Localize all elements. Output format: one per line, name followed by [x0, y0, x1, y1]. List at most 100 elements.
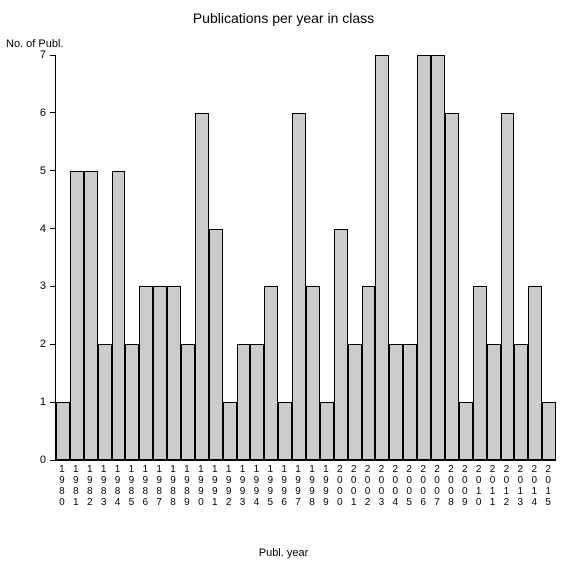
bar — [223, 402, 237, 460]
y-tick — [50, 344, 56, 345]
bar-slot — [223, 55, 237, 460]
x-tick-label: 1999 — [319, 462, 333, 508]
bar-slot — [362, 55, 376, 460]
x-tick-label: 1995 — [263, 462, 277, 508]
x-tick-label: 2010 — [472, 462, 486, 508]
bar — [237, 344, 251, 460]
x-tick-label: 1998 — [305, 462, 319, 508]
x-tick-label: 1992 — [222, 462, 236, 508]
x-tick-label: 2014 — [527, 462, 541, 508]
bar — [528, 286, 542, 460]
bar — [473, 286, 487, 460]
x-tick-label: 2000 — [333, 462, 347, 508]
x-tick-label: 2003 — [374, 462, 388, 508]
chart-container: Publications per year in class No. of Pu… — [0, 0, 567, 567]
y-tick — [50, 228, 56, 229]
bar — [181, 344, 195, 460]
bar — [334, 229, 348, 460]
x-tick-labels: 1980198119821983198419851986198719881989… — [55, 462, 555, 508]
y-tick-label: 5 — [40, 165, 46, 177]
x-tick-label: 2011 — [486, 462, 500, 508]
x-tick-label: 2015 — [541, 462, 555, 508]
y-axis-label: No. of Publ. — [6, 38, 63, 50]
x-tick-label: 2009 — [458, 462, 472, 508]
x-tick-label: 1982 — [83, 462, 97, 508]
x-tick-label: 2012 — [500, 462, 514, 508]
y-tick-label: 4 — [40, 223, 46, 235]
bar-slot — [320, 55, 334, 460]
chart-title: Publications per year in class — [0, 10, 567, 26]
y-tick-label: 1 — [40, 396, 46, 408]
plot-area: 01234567 — [55, 55, 556, 461]
bar-slot — [56, 55, 70, 460]
x-tick-label: 2004 — [388, 462, 402, 508]
bar-slot — [209, 55, 223, 460]
bar — [306, 286, 320, 460]
bar-slot — [501, 55, 515, 460]
bar-slot — [389, 55, 403, 460]
bar — [209, 229, 223, 460]
bar — [125, 344, 139, 460]
bar-slot — [250, 55, 264, 460]
bar-slot — [292, 55, 306, 460]
bar-slot — [528, 55, 542, 460]
bar — [264, 286, 278, 460]
y-tick-label: 0 — [40, 454, 46, 466]
y-tick-label: 3 — [40, 280, 46, 292]
bar-slot — [167, 55, 181, 460]
bar — [403, 344, 417, 460]
bar — [98, 344, 112, 460]
y-tick — [50, 286, 56, 287]
y-tick — [50, 112, 56, 113]
bar — [348, 344, 362, 460]
y-tick-label: 7 — [40, 49, 46, 61]
x-tick-label: 1989 — [180, 462, 194, 508]
y-tick — [50, 402, 56, 403]
bar-slot — [334, 55, 348, 460]
bar — [153, 286, 167, 460]
bar — [542, 402, 556, 460]
bar-slot — [153, 55, 167, 460]
bar — [84, 171, 98, 460]
bar — [250, 344, 264, 460]
bar — [112, 171, 126, 460]
bar-slot — [264, 55, 278, 460]
bar-slot — [125, 55, 139, 460]
x-tick-label: 1986 — [138, 462, 152, 508]
bar-slot — [348, 55, 362, 460]
x-tick-label: 1993 — [236, 462, 250, 508]
x-tick-label: 1996 — [277, 462, 291, 508]
x-tick-label: 2008 — [444, 462, 458, 508]
bar — [320, 402, 334, 460]
x-tick-label: 1984 — [111, 462, 125, 508]
x-tick-label: 2013 — [513, 462, 527, 508]
x-tick-label: 1983 — [97, 462, 111, 508]
bar-slot — [181, 55, 195, 460]
bar — [375, 55, 389, 460]
bar — [431, 55, 445, 460]
bar-slot — [445, 55, 459, 460]
bar — [278, 402, 292, 460]
bar — [56, 402, 70, 460]
bar-slot — [375, 55, 389, 460]
x-tick-label: 1981 — [69, 462, 83, 508]
y-tick — [50, 460, 56, 461]
bar — [501, 113, 515, 460]
bar-slot — [473, 55, 487, 460]
bar-slot — [542, 55, 556, 460]
x-tick-label: 1991 — [208, 462, 222, 508]
x-tick-label: 2007 — [430, 462, 444, 508]
bar-slot — [84, 55, 98, 460]
bar — [167, 286, 181, 460]
x-tick-label: 1990 — [194, 462, 208, 508]
bar-slot — [112, 55, 126, 460]
bar-slot — [403, 55, 417, 460]
x-tick-label: 1985 — [124, 462, 138, 508]
bar — [389, 344, 403, 460]
x-tick-label: 1988 — [166, 462, 180, 508]
bar — [445, 113, 459, 460]
y-tick — [50, 55, 56, 56]
bar-slot — [514, 55, 528, 460]
bar — [459, 402, 473, 460]
bar-slot — [98, 55, 112, 460]
